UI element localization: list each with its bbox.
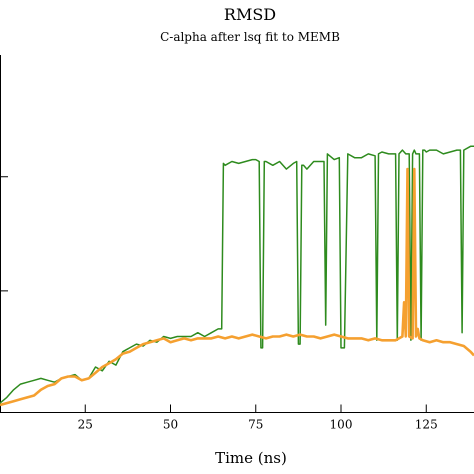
- x-tick-label: 100: [330, 418, 353, 432]
- series-line-orange: [0, 167, 474, 407]
- x-ticks: 25 50 75 100 125: [78, 404, 438, 432]
- x-tick-label: 75: [248, 418, 263, 432]
- series-line-green: [0, 145, 474, 404]
- chart-subtitle: C-alpha after lsq fit to MEMB: [160, 30, 340, 44]
- x-tick-label: 125: [415, 418, 438, 432]
- chart-title: RMSD: [224, 5, 276, 24]
- x-tick-label: 50: [163, 418, 178, 432]
- x-tick-label: 25: [78, 418, 93, 432]
- y-ticks: [0, 176, 8, 292]
- x-axis-label: Time (ns): [215, 449, 287, 467]
- series-group: [0, 145, 474, 407]
